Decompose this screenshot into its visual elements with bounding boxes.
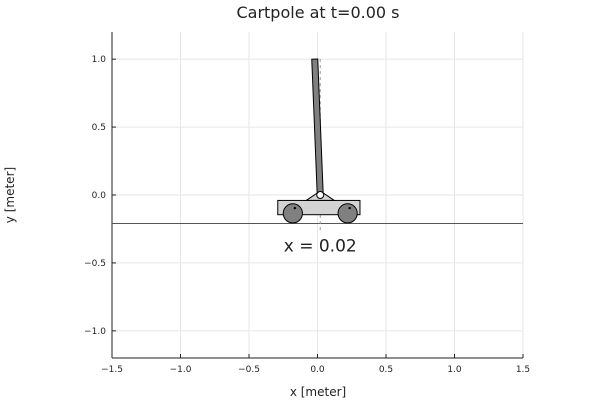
- pivot-joint: [316, 191, 325, 199]
- x-tick-label-1: −1.0: [170, 365, 192, 375]
- y-tick-label-2: 0.0: [92, 191, 107, 201]
- x-tick-label-4: 0.5: [379, 365, 393, 375]
- plot-title: Cartpole at t=0.00 s: [236, 3, 399, 22]
- y-tick-label-1: −0.5: [84, 259, 106, 269]
- x-tick-label-6: 1.5: [516, 365, 530, 375]
- x-axis-ticks: −1.5 −1.0 −0.5 0.0 0.5 1.0 1.5: [101, 354, 530, 375]
- x-axis-title: x [meter]: [290, 385, 346, 399]
- y-axis-title: y [meter]: [3, 167, 17, 223]
- y-tick-label-0: −1.0: [84, 327, 106, 337]
- y-tick-label-3: 0.5: [92, 123, 106, 133]
- y-axis-ticks: −1.0 −0.5 0.0 0.5 1.0: [84, 55, 116, 337]
- cart-wheel-hub-0: [293, 206, 297, 210]
- cart-wheel-hub-1: [348, 206, 351, 210]
- position-annotation: x = 0.02: [284, 236, 357, 256]
- x-tick-label-2: −0.5: [238, 365, 260, 375]
- x-tick-label-5: 1.0: [447, 365, 462, 375]
- cart-wheel-0: [282, 203, 303, 224]
- x-tick-label-3: 0.0: [310, 365, 325, 375]
- grid-lines: [111, 32, 524, 358]
- cartpole-scene: [112, 58, 523, 232]
- cart-wheel-1: [337, 203, 358, 224]
- y-tick-label-4: 1.0: [92, 55, 107, 65]
- x-tick-label-0: −1.5: [101, 365, 123, 375]
